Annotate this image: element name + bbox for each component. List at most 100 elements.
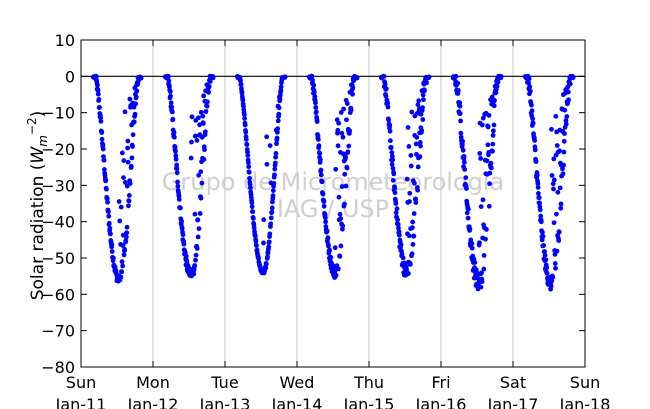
- y-axis-label: Solar radiation (Wm−2): [25, 111, 50, 301]
- data-point: [271, 180, 277, 186]
- data-point: [121, 158, 127, 163]
- data-point: [490, 148, 495, 154]
- data-point: [98, 118, 104, 124]
- data-point: [266, 244, 272, 250]
- data-point: [387, 123, 393, 128]
- data-point: [411, 211, 417, 217]
- data-point: [266, 239, 272, 245]
- data-point: [95, 88, 101, 94]
- data-point: [490, 132, 496, 138]
- data-point: [457, 103, 463, 109]
- data-point: [552, 261, 558, 266]
- data-point: [462, 167, 468, 172]
- data-point: [481, 266, 487, 272]
- data-point: [100, 142, 106, 148]
- data-point: [127, 96, 133, 102]
- data-point: [558, 201, 564, 207]
- data-point: [347, 128, 353, 134]
- data-point: [204, 103, 210, 109]
- data-point: [340, 134, 346, 140]
- data-point: [495, 79, 501, 85]
- data-point: [420, 105, 425, 111]
- data-point: [200, 113, 206, 119]
- data-point: [171, 134, 177, 140]
- data-point: [492, 98, 497, 103]
- data-point: [191, 271, 197, 277]
- data-point: [422, 88, 427, 94]
- data-point: [498, 74, 504, 79]
- data-point: [344, 117, 349, 123]
- data-point: [396, 232, 402, 238]
- y-tick-label: −60: [41, 285, 75, 304]
- data-point: [169, 104, 175, 110]
- data-point: [179, 218, 185, 224]
- data-point: [483, 236, 488, 242]
- x-tick-date: Jan-16: [415, 395, 467, 409]
- data-point: [133, 94, 139, 100]
- data-point: [532, 147, 538, 153]
- data-point: [477, 240, 482, 246]
- data-point: [383, 93, 389, 99]
- data-point: [418, 111, 424, 117]
- data-point: [264, 134, 270, 140]
- data-point: [549, 126, 554, 132]
- data-point: [124, 234, 129, 240]
- data-point: [122, 180, 128, 185]
- data-point: [181, 241, 187, 247]
- data-point: [172, 144, 178, 150]
- data-point: [529, 108, 535, 114]
- data-point: [556, 238, 562, 243]
- data-point: [457, 100, 463, 106]
- data-point: [101, 157, 107, 163]
- data-point: [251, 225, 257, 231]
- data-point: [567, 81, 573, 87]
- data-point: [415, 164, 421, 170]
- data-point: [201, 157, 207, 162]
- data-point: [130, 132, 136, 138]
- data-point: [178, 205, 183, 211]
- data-point: [101, 167, 107, 172]
- data-point: [127, 181, 133, 186]
- data-point: [389, 150, 395, 155]
- data-point: [189, 139, 194, 145]
- data-point: [174, 170, 180, 176]
- data-point: [173, 149, 178, 154]
- data-point: [198, 109, 204, 115]
- data-point: [318, 172, 324, 178]
- x-tick-weekday: Sat: [500, 373, 526, 392]
- data-point: [99, 136, 105, 142]
- data-point: [562, 131, 567, 136]
- data-point: [387, 128, 393, 134]
- data-point: [338, 110, 344, 115]
- data-point: [535, 181, 541, 187]
- data-point: [460, 138, 466, 144]
- data-point: [415, 102, 421, 108]
- data-point: [529, 102, 534, 108]
- data-point: [409, 225, 415, 231]
- x-tick-date: Jan-13: [199, 395, 251, 409]
- data-point: [538, 213, 544, 219]
- data-point: [479, 122, 485, 128]
- data-point: [389, 153, 395, 159]
- data-point: [484, 227, 489, 232]
- data-point: [417, 154, 423, 160]
- data-point: [118, 204, 124, 210]
- grid-lines: [152, 40, 514, 367]
- data-point: [98, 115, 104, 121]
- data-point: [328, 254, 334, 260]
- data-point: [128, 163, 134, 169]
- data-point: [551, 220, 557, 226]
- data-point: [560, 166, 565, 172]
- data-point: [265, 254, 270, 260]
- data-point: [196, 226, 202, 232]
- data-point: [282, 74, 288, 80]
- data-point: [390, 166, 396, 171]
- data-point: [458, 130, 464, 136]
- data-point: [337, 253, 343, 259]
- data-point: [198, 169, 204, 175]
- data-point: [176, 197, 182, 202]
- data-point: [480, 115, 486, 121]
- data-point: [344, 165, 350, 171]
